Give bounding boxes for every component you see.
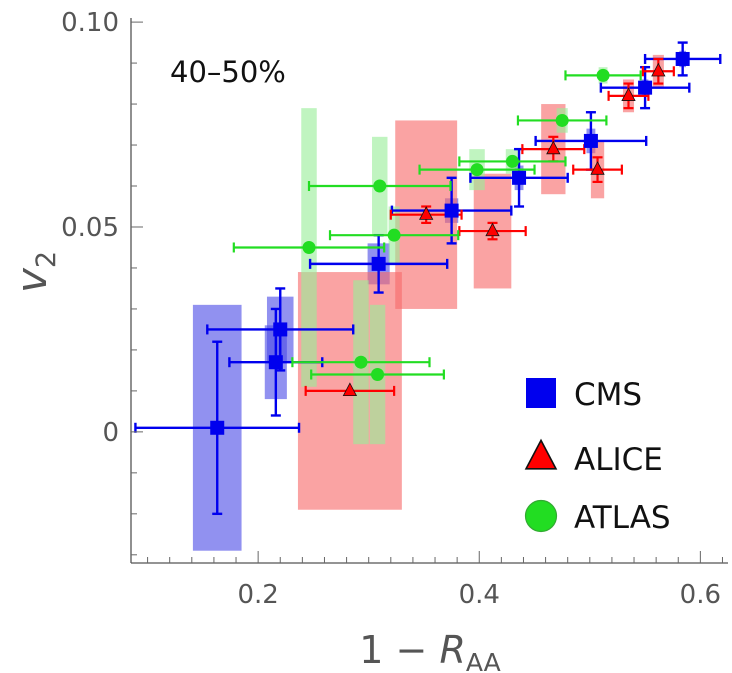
cms-marker — [512, 170, 527, 185]
x-axis-title-sub: AA — [466, 648, 501, 673]
atlas-marker — [373, 179, 387, 193]
atlas-marker — [302, 240, 316, 254]
y-axis-title-sub: 2 — [31, 251, 62, 268]
x-tick-label: 0.6 — [680, 580, 721, 610]
legend-atlas-label: ATLAS — [574, 500, 671, 536]
atlas-marker — [371, 368, 385, 382]
legend-alice-label: ALICE — [574, 442, 663, 478]
y-tick-label: 0.05 — [61, 213, 119, 243]
y-tick-label: 0 — [102, 418, 119, 448]
cms-marker — [583, 133, 598, 148]
atlas-marker — [505, 154, 519, 168]
cms-marker — [210, 420, 225, 435]
atlas-marker — [387, 228, 401, 242]
cms-marker — [638, 80, 653, 95]
legend: CMS ALICE ATLAS — [524, 377, 671, 536]
x-axis-title-main: R — [439, 628, 465, 672]
cms-marker — [268, 355, 283, 370]
alice-marker — [590, 161, 605, 175]
alice-marker — [342, 382, 358, 396]
centrality-annotation: 40–50% — [170, 55, 286, 89]
atlas-marker — [354, 355, 368, 369]
x-axis-title-prefix: 1 − — [359, 628, 439, 672]
alice-marker — [419, 206, 434, 220]
cms-marker — [444, 203, 459, 218]
cms-marker — [371, 256, 386, 271]
axis-ticks: 0 0.05 0.10 0.2 0.4 0.6 — [61, 8, 723, 610]
alice-marker — [546, 140, 561, 155]
legend-cms-label: CMS — [574, 377, 642, 413]
alice-marker — [621, 87, 636, 101]
atlas-marker — [470, 163, 484, 177]
legend-atlas-icon — [524, 499, 558, 533]
legend-cms-icon — [526, 378, 556, 408]
atlas-marker — [596, 68, 610, 82]
y-axis-title: v2 — [7, 251, 62, 293]
x-tick-label: 0.4 — [459, 580, 500, 610]
data-markers — [210, 51, 690, 435]
x-axis-title: 1 − RAA — [359, 628, 501, 673]
atlas-marker — [555, 113, 569, 127]
cms-marker — [273, 322, 288, 337]
cms-marker — [675, 51, 690, 66]
alice-marker — [651, 62, 666, 77]
legend-alice-icon — [524, 438, 558, 470]
plot-frame — [130, 18, 728, 564]
y-axis-title-main: v — [7, 267, 56, 293]
alice-marker — [485, 222, 500, 237]
x-tick-label: 0.2 — [237, 580, 278, 610]
y-tick-label: 0.10 — [61, 8, 119, 38]
